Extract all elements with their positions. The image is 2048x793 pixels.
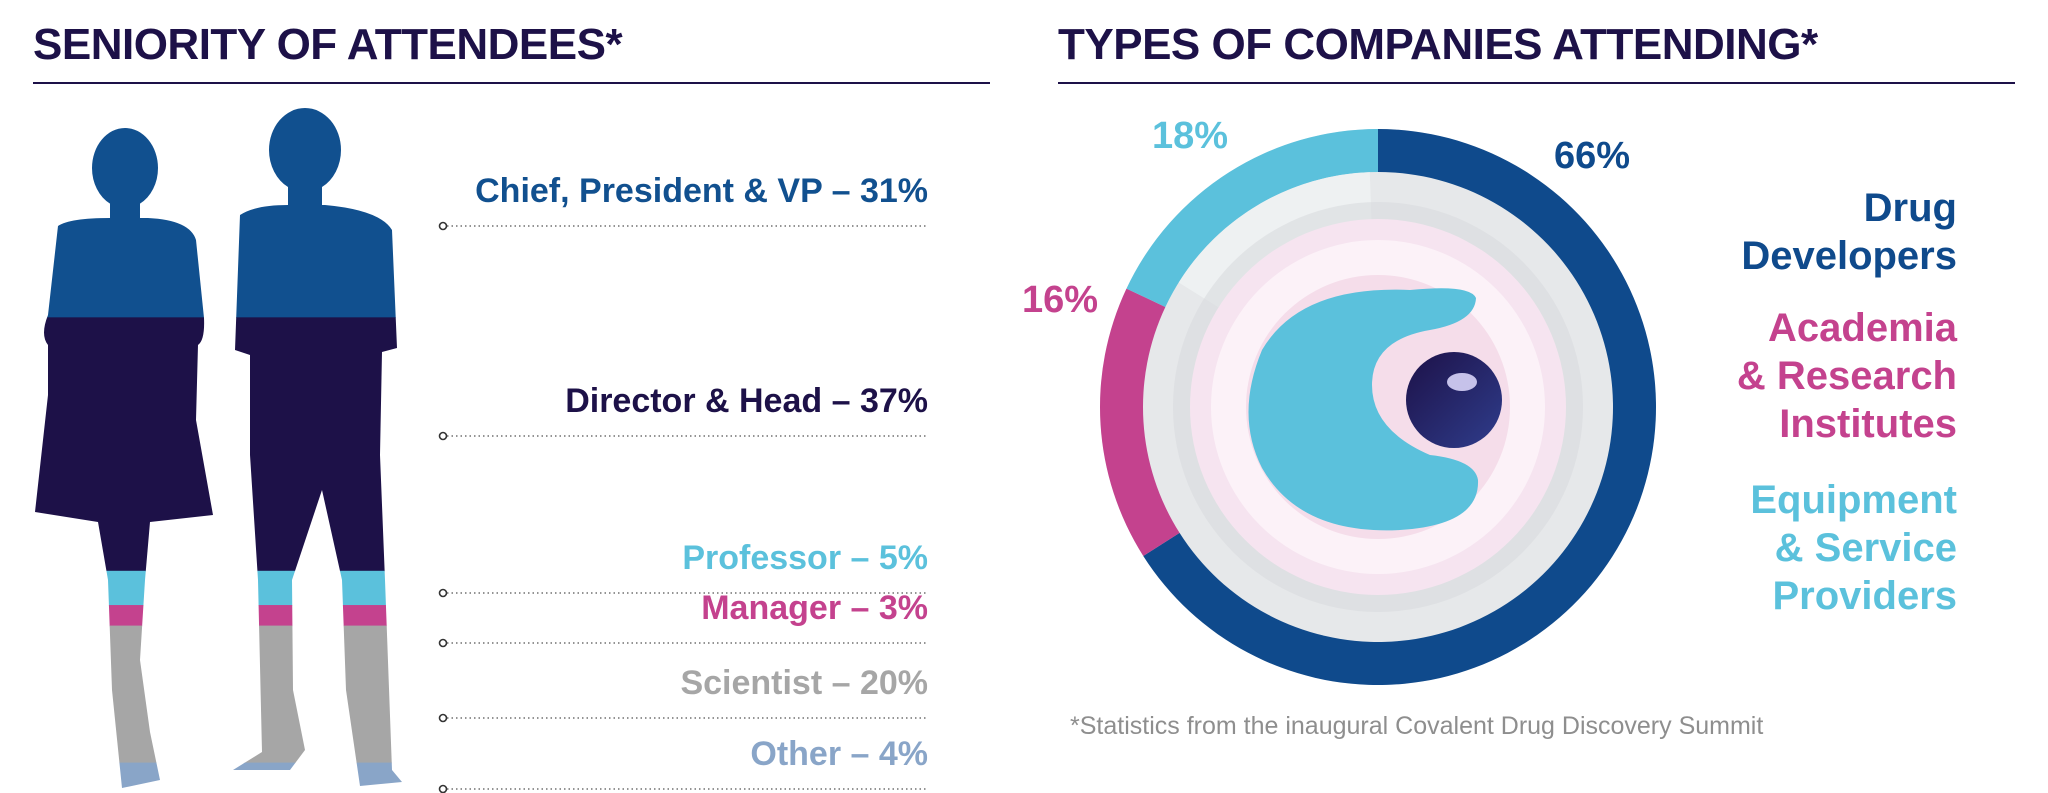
value-label-academia-research-institutes: 16% <box>1022 279 1098 321</box>
value-label-drug-developers: 66% <box>1554 135 1630 177</box>
label-chief-president-vp: Chief, President & VP – 31% <box>475 172 928 210</box>
label-manager: Manager – 3% <box>701 589 928 627</box>
label-scientist: Scientist – 20% <box>680 664 928 702</box>
seniority-bands <box>35 108 402 788</box>
band-chief-president-vp <box>35 108 402 318</box>
pupil <box>1406 352 1502 448</box>
seniority-title: SENIORITY OF ATTENDEES* <box>33 20 623 69</box>
pupil-highlight <box>1447 373 1477 391</box>
leader-dot-manager <box>438 638 448 648</box>
legend-academia-research-institutes: Academia & Research Institutes <box>1737 306 1958 446</box>
legend-drug-developers: Drug Developers <box>1741 186 1957 278</box>
center-eye-illustration <box>1173 202 1583 612</box>
leader-dot-professor <box>438 588 448 598</box>
leader-dot-other <box>438 784 448 793</box>
slice-equipment-service-providers <box>1126 129 1378 307</box>
company-types-legend: Drug Developers Academia & Research Institut… <box>1737 186 1958 618</box>
band-manager <box>35 605 402 627</box>
band-professor <box>35 570 402 606</box>
band-director-head <box>35 317 402 572</box>
legend-equipment-service-providers: Equipment & Service Providers <box>1750 478 1957 618</box>
leader-dot-director-head <box>438 431 448 441</box>
company-types-title: TYPES OF COMPANIES ATTENDING* <box>1058 20 1818 69</box>
value-label-equipment-service-providers: 18% <box>1152 115 1228 157</box>
footnote: *Statistics from the inaugural Covalent … <box>1070 712 1764 740</box>
leader-dot-chief-president-vp <box>438 221 448 231</box>
label-professor: Professor – 5% <box>682 539 928 577</box>
seniority-labels: Chief, President & VP – 31% Director & He… <box>438 172 928 793</box>
donut-value-labels: 66% 16% 18% <box>1022 115 1630 321</box>
label-director-head: Director & Head – 37% <box>565 382 928 420</box>
leader-dot-scientist <box>438 713 448 723</box>
seniority-title-rule <box>33 82 990 84</box>
label-other: Other – 4% <box>750 735 928 773</box>
attendee-silhouettes <box>35 108 402 788</box>
company-types-title-rule <box>1058 82 2015 84</box>
slice-academia-research-institutes <box>1100 288 1180 556</box>
iris-shape <box>1248 288 1479 531</box>
